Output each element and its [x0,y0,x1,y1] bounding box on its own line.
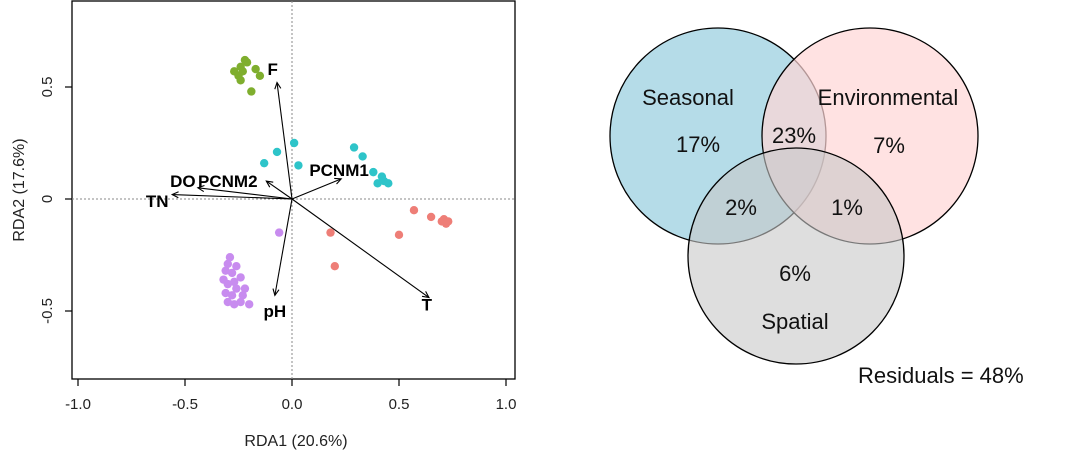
arrow-pcnm2-head [265,180,274,188]
data-point [223,259,232,269]
x-tick-label: -0.5 [172,396,198,413]
arrow-tn-line [172,193,293,200]
y-axis-title: RDA2 (17.6%) [11,138,28,241]
data-point [227,268,237,278]
arrow-f-head [274,81,282,90]
venn-value-environmental: 7% [873,133,905,158]
data-point [223,279,232,289]
data-point [330,262,339,271]
data-point [373,179,382,188]
data-point [294,161,303,170]
x-tick-label: 0.0 [282,396,303,413]
y-tick-label: 0 [39,195,56,203]
data-point [326,228,335,237]
data-point [358,152,367,161]
data-point [289,138,299,148]
venn-value-seasonal-spatial: 2% [725,195,757,220]
venn-value-seasonal-environmental: 23% [772,123,816,148]
data-point [259,158,269,168]
arrow-label: DO [170,172,196,191]
arrow-do-head [196,185,205,193]
data-point [255,71,265,81]
x-tick-label: 0.5 [389,396,410,413]
arrow-label: PCNM1 [309,161,369,180]
y-tick-label: -0.5 [39,298,56,324]
data-point [272,147,282,157]
residuals-label: Residuals = 48% [858,363,1024,388]
venn-value-spatial: 6% [779,261,811,286]
data-point [230,300,239,309]
arrow-ph-head [272,288,280,297]
data-point [274,228,284,237]
data-point [247,87,256,96]
data-point [230,277,239,287]
arrow-label: T [422,295,433,314]
data-point [441,219,451,228]
venn-value-environmental-spatial: 1% [831,195,863,220]
data-point [369,167,378,177]
data-point [238,67,247,76]
arrow-label: F [268,60,278,79]
arrow-ph-line [274,198,293,296]
arrow-tn-head [170,191,179,199]
data-point [232,284,241,293]
scatter-points [219,55,453,309]
data-point [238,291,247,300]
arrow-pcnm1-line [291,178,342,200]
venn-label-environmental: Environmental [818,85,959,110]
data-point [221,266,230,275]
x-axis-ticks: -1.0 -0.5 0.0 0.5 1.0 [65,379,516,413]
y-axis-ticks: -0.5 0 0.5 [39,77,72,324]
data-point [409,206,419,215]
venn-diagram: Seasonal Environmental Spatial 17% 7% 6%… [609,27,1024,388]
arrow-do-line [197,187,293,200]
data-point [394,230,404,240]
data-point [232,262,241,271]
data-point [236,76,245,85]
arrow-label: pH [264,302,287,321]
venn-value-seasonal: 17% [676,132,720,157]
arrow-label: TN [146,192,169,211]
data-point [384,179,393,188]
data-point [236,273,245,282]
y-tick-label: 0.5 [39,77,56,98]
x-tick-label: 1.0 [496,396,517,413]
venn-label-spatial: Spatial [761,309,828,334]
plot-frame [71,0,516,380]
data-point [245,300,254,309]
arrow-t-head [421,291,430,299]
data-point [227,291,237,300]
x-axis-title: RDA1 (20.6%) [244,433,347,450]
data-point [251,64,260,74]
data-point [426,212,436,222]
arrow-pcnm1-head [334,177,343,185]
venn-label-seasonal: Seasonal [642,85,734,110]
data-point [225,253,235,262]
x-tick-label: -1.0 [65,396,91,413]
arrow-pcnm2-line [266,180,293,200]
data-point [236,297,245,307]
arrow-f-line [276,82,293,200]
data-point [349,143,359,152]
data-point [240,284,250,293]
data-point [240,55,250,65]
venn-circle-spatial [687,147,905,365]
data-point [221,288,230,298]
arrow-label: PCNM2 [198,172,258,191]
data-point [223,297,232,307]
arrow-t-line [291,198,430,299]
